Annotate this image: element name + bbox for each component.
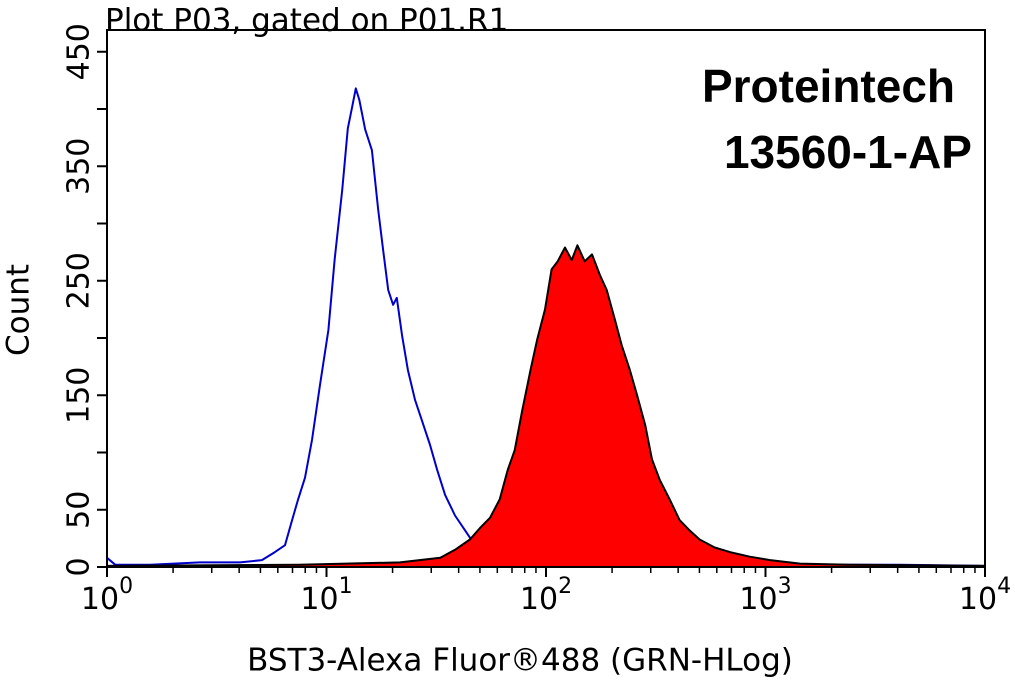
x-tick-exponent: 3 [778,574,792,599]
annotation: Proteintech [702,60,955,112]
x-tick-base: 10 [739,582,777,617]
chart-title: Plot P03, gated on P01.R1 [105,3,508,39]
x-tick-base: 10 [81,582,119,617]
y-axis-label: Count [1,264,37,356]
y-tick-label: 450 [62,23,97,80]
x-axis-label: BST3-Alexa Fluor®488 (GRN-HLog) [247,643,793,679]
x-tick-label: 101 [300,574,352,617]
x-tick-label: 103 [739,574,791,617]
histogram-line [106,244,986,567]
x-tick-exponent: 2 [558,574,572,599]
y-tick-label: 50 [62,491,97,529]
x-tick-exponent: 1 [339,574,353,599]
x-tick-base: 10 [520,582,558,617]
y-tick-label: 350 [62,138,97,195]
x-tick-base: 10 [959,582,997,617]
y-tick-label: 150 [62,367,97,424]
x-tick-exponent: 4 [997,574,1011,599]
x-tick-label: 104 [959,574,1011,617]
x-tick-label: 100 [81,574,133,617]
y-tick-label: 0 [62,557,97,576]
histogram-area [107,245,985,568]
y-tick-label: 250 [62,252,97,309]
x-tick-base: 10 [300,582,338,617]
x-tick-label: 102 [520,574,572,617]
annotation: 13560-1-AP [724,126,972,178]
x-tick-exponent: 0 [119,574,133,599]
